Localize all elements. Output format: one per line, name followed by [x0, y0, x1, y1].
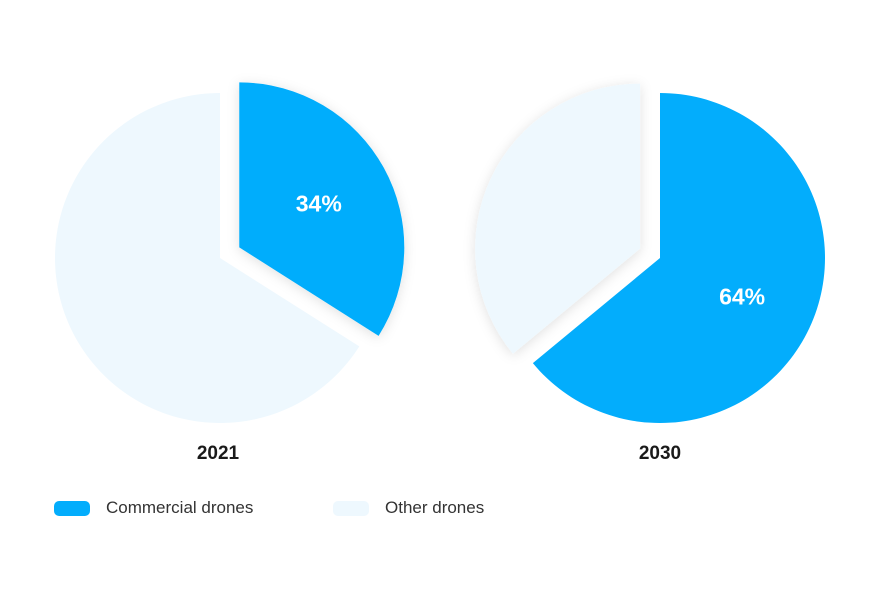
legend-label-other: Other drones — [385, 498, 485, 517]
pie-2030-title: 2030 — [638, 443, 682, 464]
pie-2030: 64% — [475, 83, 825, 424]
pie-2021-title: 2021 — [196, 443, 240, 464]
legend-swatch-commercial — [54, 500, 90, 516]
pie-2030-slice-commercial-drones — [532, 93, 825, 424]
legend-item-commercial: Commercial drones — [54, 498, 253, 518]
pie-2021-slice-other-drones — [54, 93, 360, 423]
legend-swatch-other — [333, 500, 369, 516]
legend-label-commercial: Commercial drones — [106, 498, 254, 517]
pie-2030-label-commercial-drones: 64% — [719, 284, 765, 310]
legend-item-other: Other drones — [333, 498, 484, 518]
pie-2021-slice-commercial-drones — [239, 82, 405, 336]
pie-2021: 34% — [54, 82, 405, 423]
pie-2030-slice-other-drones — [475, 83, 641, 354]
pie-2021-label-commercial-drones: 34% — [296, 191, 342, 217]
